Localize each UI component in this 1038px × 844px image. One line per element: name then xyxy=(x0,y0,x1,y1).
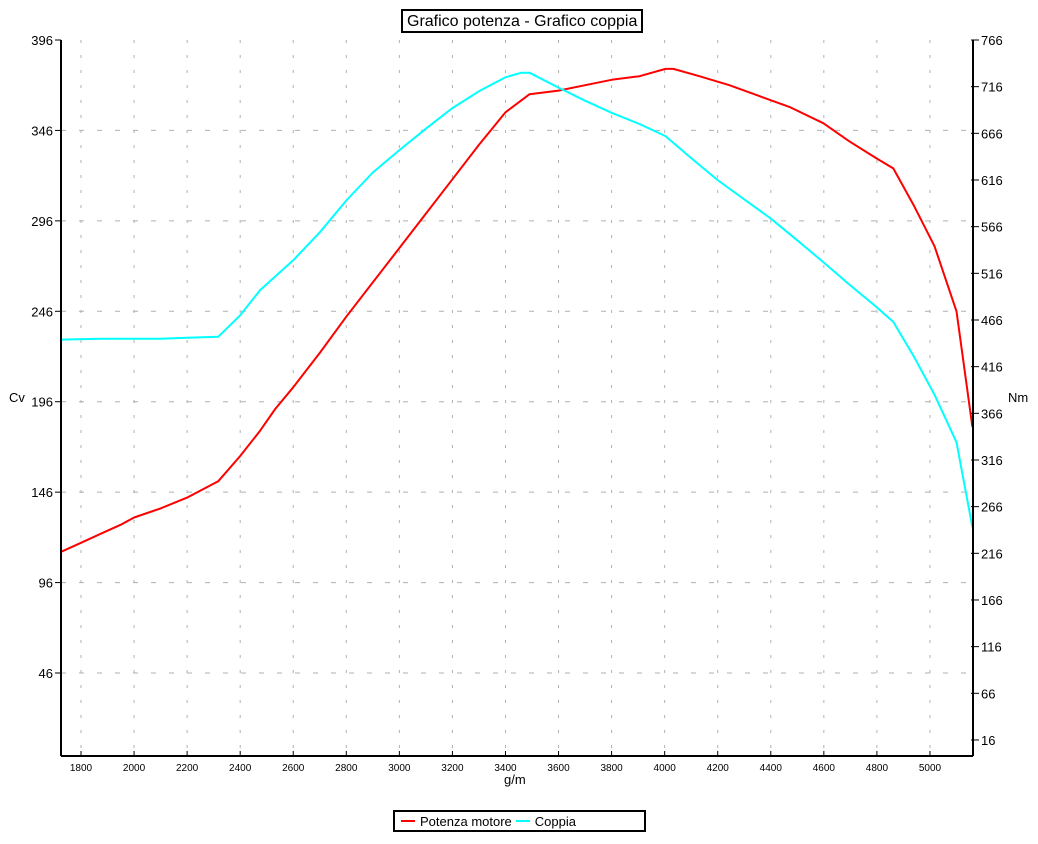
y-right-tick-label: 66 xyxy=(981,686,995,701)
y-left-tick-label: 296 xyxy=(31,214,53,229)
x-tick-label: 4000 xyxy=(654,763,677,774)
y-right-tick-label: 266 xyxy=(981,500,1003,515)
chart-title: Grafico potenza - Grafico coppia xyxy=(401,9,644,33)
y-right-tick-label: 466 xyxy=(981,313,1003,328)
x-tick-label: 2400 xyxy=(229,763,252,774)
y-right-tick-label: 766 xyxy=(981,33,1003,48)
legend-item-power: Potenza motore xyxy=(401,814,512,829)
y-left-tick-label: 146 xyxy=(31,485,53,500)
x-tick-label: 2000 xyxy=(123,763,146,774)
x-tick-label: 1800 xyxy=(70,763,93,774)
x-tick-label: 3400 xyxy=(494,763,517,774)
x-tick-label: 4200 xyxy=(707,763,730,774)
x-tick-label: 2600 xyxy=(282,763,305,774)
legend-label-power: Potenza motore xyxy=(420,813,512,829)
legend-swatch-red-line-icon xyxy=(401,820,415,822)
x-tick-label: 3600 xyxy=(547,763,570,774)
y-right-tick-label: 316 xyxy=(981,453,1003,468)
y-right-tick-label: 366 xyxy=(981,406,1003,421)
x-tick-label: 4600 xyxy=(813,763,836,774)
grid-lines xyxy=(61,40,973,756)
axes: 1800 2000 2200 2400 2600 2800 3000 3200 3400 3600… xyxy=(31,33,1002,774)
y-right-tick-label: 216 xyxy=(981,546,1003,561)
y-right-tick-label: 666 xyxy=(981,126,1003,141)
y-right-tick-label: 516 xyxy=(981,266,1003,281)
x-tick-label: 5000 xyxy=(919,763,942,774)
legend-item-torque: Coppia xyxy=(515,813,576,829)
y-left-tick-label: 246 xyxy=(31,304,53,319)
y-right-tick-label: 616 xyxy=(981,173,1003,188)
x-tick-label: 2800 xyxy=(335,763,358,774)
x-tick-label: 3800 xyxy=(600,763,623,774)
x-tick-label: 4800 xyxy=(866,763,889,774)
y-left-tick-label: 46 xyxy=(39,666,53,681)
y-right-tick-label: 166 xyxy=(981,593,1003,608)
y-left-axis-label: Cv xyxy=(9,390,25,405)
y-right-tick-label: 116 xyxy=(981,640,1002,655)
x-tick-label: 2200 xyxy=(176,763,199,774)
y-left-tick-label: 396 xyxy=(31,33,53,48)
y-right-axis-label: Nm xyxy=(1008,390,1029,405)
x-tick-label: 4400 xyxy=(760,763,783,774)
series-lines xyxy=(60,67,974,553)
y-left-tick-label: 96 xyxy=(39,576,53,591)
y-left-tick-label: 196 xyxy=(31,395,53,410)
x-axis-label: g/m xyxy=(504,772,526,787)
y-right-tick-label: 16 xyxy=(981,733,995,748)
legend-label-torque: Coppia xyxy=(534,813,576,829)
y-right-tick-label: 416 xyxy=(981,360,1003,375)
x-tick-label: 3200 xyxy=(441,763,464,774)
x-tick-label: 3000 xyxy=(388,763,411,774)
power-line xyxy=(60,67,974,553)
torque-line xyxy=(61,71,974,528)
legend: Potenza motore Coppia xyxy=(393,810,646,832)
y-right-tick-label: 566 xyxy=(981,220,1003,235)
y-left-tick-label: 346 xyxy=(31,123,53,138)
legend-swatch-cyan-line-icon xyxy=(515,820,530,822)
y-right-tick-label: 716 xyxy=(981,80,1003,95)
